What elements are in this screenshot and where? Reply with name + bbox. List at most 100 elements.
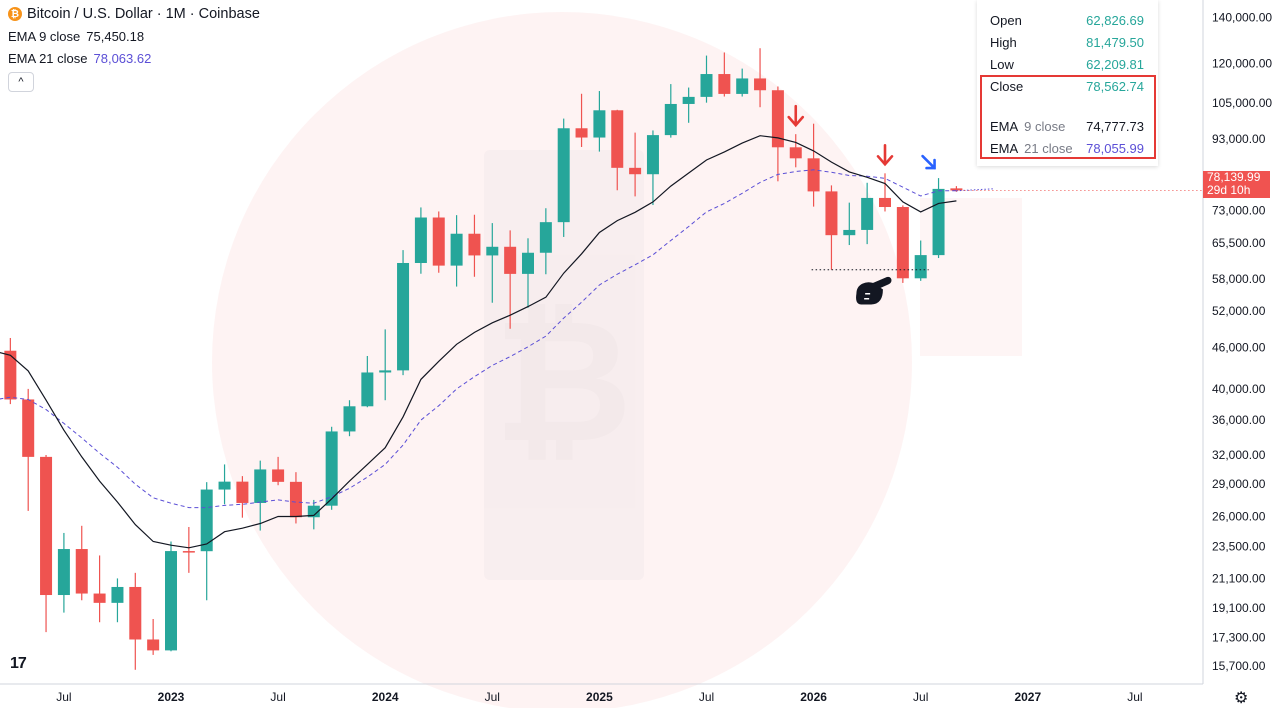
price-tick-label: 120,000.00 [1212, 56, 1272, 70]
candle-body [843, 229, 856, 236]
price-tick-label: 26,000.00 [1212, 510, 1266, 524]
candle-body [361, 372, 374, 407]
ema21-projection-line [956, 188, 995, 192]
candle-body [450, 233, 463, 266]
candle-body [40, 456, 53, 596]
candle-body [289, 481, 302, 518]
ema9-window-label-b: 9 close [1024, 119, 1066, 134]
candle-body [307, 505, 320, 518]
candle-body [165, 551, 177, 651]
ema9-legend-label: EMA 9 close [8, 29, 81, 44]
candle-body [343, 406, 356, 432]
price-tick-label: 36,000.00 [1212, 413, 1266, 427]
candle-body [754, 78, 767, 91]
price-tick-label: 46,000.00 [1212, 340, 1266, 354]
candle-body [950, 188, 963, 191]
time-tick-label: Jul [913, 690, 928, 704]
svg-text:₿: ₿ [494, 287, 633, 477]
gear-icon[interactable]: ⚙ [1234, 690, 1249, 707]
time-tick-label: Jul [1127, 690, 1142, 704]
candle-body [486, 246, 499, 256]
candle-body [664, 103, 677, 136]
ema9-legend[interactable]: EMA 9 close 75,450.18 [8, 29, 144, 44]
price-tick-label: 73,000.00 [1212, 204, 1266, 218]
price-tick-label: 93,000.00 [1212, 132, 1266, 146]
candle-body [414, 217, 427, 263]
price-tick-label: 40,000.00 [1212, 382, 1266, 396]
last-price-tag: 78,139.99 29d 10h [1203, 171, 1270, 198]
red-arrow-down-icon [787, 104, 805, 128]
price-tick-label: 21,100.00 [1212, 571, 1266, 585]
price-tick-label: 140,000.00 [1212, 11, 1272, 25]
candle-body [896, 207, 909, 279]
ema9-window-label-a: EMA [990, 119, 1019, 134]
price-tick-label: 29,000.00 [1212, 477, 1266, 491]
time-tick-label: 2023 [158, 690, 185, 704]
time-axis[interactable]: Jul 2023 Jul 2024 Jul 2025 Jul 2026 Jul 2027 Jul [56, 690, 1142, 704]
candle-body [57, 549, 70, 596]
tradingview-logo[interactable]: 17 [10, 655, 27, 672]
candle-body [379, 370, 392, 373]
candle-body [557, 128, 570, 223]
candle-body [807, 158, 820, 192]
candle-body [932, 188, 945, 256]
price-axis[interactable]: 15,700.00 17,300.00 19,100.00 21,100.00 23,5… [1212, 11, 1272, 673]
candle-body [736, 78, 749, 94]
candle-body [93, 593, 106, 603]
candle-body [593, 110, 606, 138]
candle-body [646, 135, 659, 175]
ema9-window-value: 74,777.73 [1086, 119, 1144, 134]
ema21-window-label-b: 21 close [1024, 141, 1073, 156]
candle-body [254, 469, 267, 503]
last-price-value: 78,139.99 [1207, 170, 1261, 184]
candle-body [272, 469, 285, 482]
candle-body [718, 74, 731, 94]
candle-body [700, 74, 713, 97]
candle-body [611, 110, 624, 168]
annotations-layer [787, 104, 936, 305]
candle-body [879, 197, 891, 208]
candle-body [682, 96, 695, 104]
ema9-legend-value: 75,450.18 [86, 29, 145, 44]
time-tick-label: Jul [56, 690, 71, 704]
bitcoin-watermark [212, 12, 912, 708]
ema21-window-value: 78,055.99 [1086, 141, 1144, 156]
chevron-up-icon: ^ [18, 76, 24, 88]
symbol-title-text: Bitcoin / U.S. Dollar · 1M · Coinbase [27, 6, 260, 22]
bitcoin-icon: ₿ [8, 7, 22, 21]
candle-body [825, 191, 838, 236]
time-tick-label: 2027 [1014, 690, 1041, 704]
open-value: 62,826.69 [1086, 13, 1144, 28]
candle-body [539, 222, 552, 253]
candle-body [147, 639, 160, 651]
symbol-title[interactable]: ₿ Bitcoin / U.S. Dollar · 1M · Coinbase [8, 6, 260, 22]
candle-body [468, 233, 481, 256]
ema21-legend-value: 78,063.62 [93, 51, 152, 66]
red-arrow-down-icon [876, 144, 894, 167]
time-tick-label: Jul [699, 690, 714, 704]
ema9-line [0, 135, 957, 549]
candle-body [22, 399, 35, 457]
low-label: Low [990, 57, 1014, 72]
candle-body [914, 255, 927, 279]
time-tick-label: 2025 [586, 690, 613, 704]
collapse-legend-button[interactable]: ^ [8, 72, 34, 92]
candle-body [218, 481, 231, 490]
time-tick-label: Jul [485, 690, 500, 704]
ema21-legend[interactable]: EMA 21 close 78,063.62 [8, 51, 151, 66]
bar-countdown: 29d 10h [1207, 183, 1251, 197]
candle-body [325, 431, 338, 506]
price-tick-label: 105,000.00 [1212, 96, 1272, 110]
high-value: 81,479.50 [1086, 35, 1144, 50]
price-tick-label: 32,000.00 [1212, 448, 1266, 462]
candle-body [200, 489, 213, 552]
highlight-box [980, 75, 1156, 159]
candle-body [629, 167, 642, 175]
time-tick-label: Jul [270, 690, 285, 704]
candle-body [432, 217, 445, 266]
pointing-hand-detail [864, 293, 871, 300]
high-label: High [990, 35, 1017, 50]
ema21-legend-label: EMA 21 close [8, 51, 88, 66]
candle-body [522, 252, 534, 274]
